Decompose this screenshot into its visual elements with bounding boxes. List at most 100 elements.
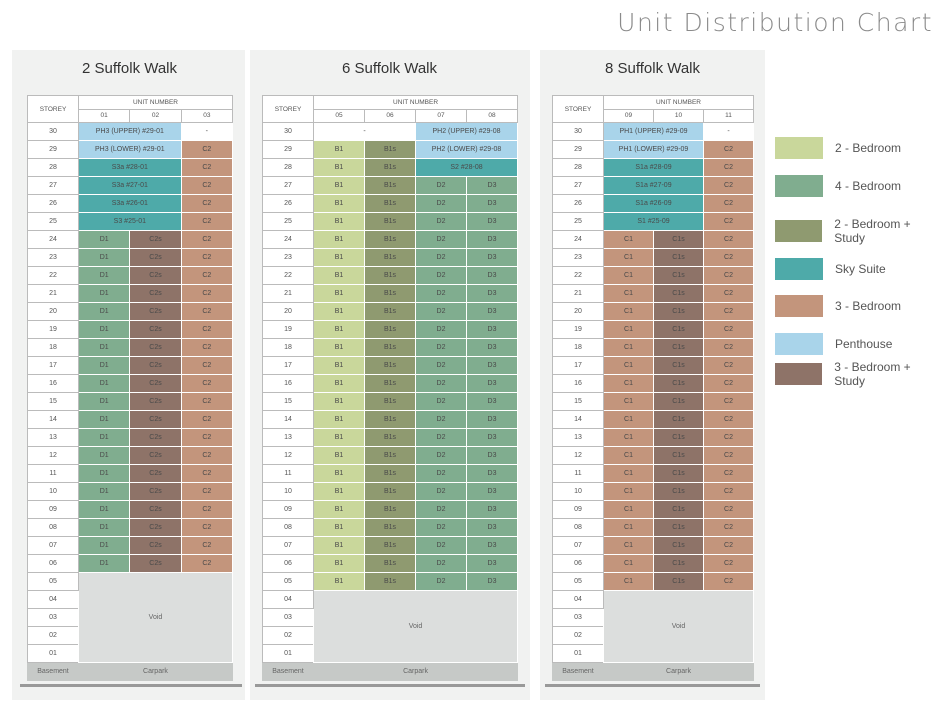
storey-label: 14 bbox=[262, 410, 314, 429]
unit-cell-b4: D2 bbox=[415, 554, 467, 573]
legend-swatch bbox=[775, 258, 823, 280]
unit-cell-b2: B1 bbox=[313, 446, 365, 465]
unit-cell-b2: B1 bbox=[313, 176, 365, 195]
storey-header: STOREY bbox=[552, 95, 604, 123]
unit-cell-b3: C1 bbox=[603, 572, 654, 591]
unit-cell-b3s: C2s bbox=[129, 536, 182, 555]
storey-label: 14 bbox=[27, 410, 79, 429]
storey-row: 28 B1 B1s S2 #28-08 bbox=[262, 158, 519, 177]
unit-cell-b3: C1 bbox=[603, 536, 654, 555]
divider bbox=[255, 684, 525, 687]
unit-cell-b3: C2 bbox=[180, 176, 233, 195]
unit-cell-b3: C1 bbox=[603, 392, 654, 411]
unit-cell-b4: D1 bbox=[77, 392, 131, 411]
storey-label: 19 bbox=[27, 320, 79, 339]
unit-cell-b4: D2 bbox=[415, 284, 467, 303]
unit-cell-b3: C2 bbox=[180, 374, 233, 393]
unit-cell-b4: D1 bbox=[77, 482, 131, 501]
storey-row: 13 B1 B1s D2 D3 bbox=[262, 428, 519, 447]
unit-cell-b2: B1 bbox=[313, 140, 365, 159]
storey-label: 06 bbox=[262, 554, 314, 573]
unit-cell-b3s: C1s bbox=[653, 374, 704, 393]
unit-cell-b3: C2 bbox=[703, 338, 754, 357]
storey-row: 24 B1 B1s D2 D3 bbox=[262, 230, 519, 249]
legend-label: Penthouse bbox=[835, 337, 893, 351]
unit-cell-b4: D2 bbox=[415, 302, 467, 321]
storey-row: 29 PH1 (LOWER) #29-09 C2 bbox=[552, 140, 754, 159]
unit-cell-b3s: C2s bbox=[129, 428, 182, 447]
unit-cell-b4: D3 bbox=[465, 230, 519, 249]
storey-label: 28 bbox=[262, 158, 314, 177]
unit-cell-b3: C2 bbox=[703, 464, 754, 483]
legend-swatch bbox=[775, 363, 823, 385]
storey-label: 20 bbox=[262, 302, 314, 321]
unit-cell-b4: D2 bbox=[415, 446, 467, 465]
unit-cell-b4: D3 bbox=[465, 266, 519, 285]
storey-label: 05 bbox=[552, 572, 604, 591]
unit-cell-b4: D2 bbox=[415, 536, 467, 555]
legend-item: Sky Suite bbox=[775, 257, 886, 281]
storey-row: 12 C1 C1s C2 bbox=[552, 446, 754, 465]
unit-cell-b2s: B1s bbox=[364, 266, 416, 285]
unit-cell-b4: D2 bbox=[415, 338, 467, 357]
storey-label: 01 bbox=[262, 644, 314, 663]
building-title: 6 Suffolk Walk bbox=[341, 60, 438, 77]
storey-label: 22 bbox=[262, 266, 314, 285]
legend-item: 3 - Bedroom bbox=[775, 294, 901, 318]
unit-cell-b3s: C1s bbox=[653, 392, 704, 411]
storey-label: 06 bbox=[552, 554, 604, 573]
unit-cell-b2: B1 bbox=[313, 230, 365, 249]
unit-cell-b3: C1 bbox=[603, 338, 654, 357]
unit-cell-b3: C1 bbox=[603, 410, 654, 429]
storey-row: 14 C1 C1s C2 bbox=[552, 410, 754, 429]
unit-number: 03 bbox=[180, 108, 233, 123]
storey-row: 18 D1 C2s C2 bbox=[27, 338, 233, 357]
unit-cell-sky: S3a #27-01 bbox=[78, 176, 182, 195]
unit-cell-b3: C2 bbox=[180, 230, 233, 249]
unit-cell-b2: B1 bbox=[313, 212, 365, 231]
unit-cell-b2: B1 bbox=[313, 482, 365, 501]
unit-cell-b4: D1 bbox=[77, 320, 131, 339]
storey-label: 08 bbox=[552, 518, 604, 537]
storey-label: 15 bbox=[552, 392, 604, 411]
storey-row: 20 B1 B1s D2 D3 bbox=[262, 302, 519, 321]
storey-label: 28 bbox=[552, 158, 604, 177]
storey-row: 28 S3a #28-01 C2 bbox=[27, 158, 233, 177]
unit-cell-b4: D2 bbox=[415, 194, 467, 213]
unit-cell-b2: B1 bbox=[313, 356, 365, 375]
unit-cell-b3: C1 bbox=[603, 554, 654, 573]
unit-cell-ph: PH1 (LOWER) #29-09 bbox=[603, 140, 704, 159]
unit-cell-b3s: C1s bbox=[653, 572, 704, 591]
unit-cell-b2s: B1s bbox=[364, 392, 416, 411]
unit-cell-b3s: C2s bbox=[129, 554, 182, 573]
unit-cell-b3s: C1s bbox=[653, 428, 704, 447]
storey-header: STOREY bbox=[262, 95, 314, 123]
unit-cell-b3: C2 bbox=[703, 428, 754, 447]
storey-label: 03 bbox=[262, 608, 314, 627]
carpark-area: Carpark bbox=[78, 662, 233, 681]
unit-cell-b4: D3 bbox=[465, 374, 519, 393]
storey-row: 24 C1 C1s C2 bbox=[552, 230, 754, 249]
unit-cell-b4: D3 bbox=[465, 248, 519, 267]
storey-label: 14 bbox=[552, 410, 604, 429]
storey-label: 15 bbox=[27, 392, 79, 411]
storey-header: STOREY bbox=[27, 95, 79, 123]
storey-label: 02 bbox=[262, 626, 314, 645]
unit-cell-b2s: B1s bbox=[364, 374, 416, 393]
unit-cell-b3: C2 bbox=[180, 554, 233, 573]
legend-item: 2 - Bedroom + Study bbox=[775, 217, 943, 245]
unit-cell-b3: C2 bbox=[180, 536, 233, 555]
storey-row: 30 PH1 (UPPER) #29-09- bbox=[552, 122, 754, 141]
storey-row: 27 S3a #27-01 C2 bbox=[27, 176, 233, 195]
unit-cell-b2s: B1s bbox=[364, 536, 416, 555]
unit-cell-b3s: C2s bbox=[129, 500, 182, 519]
unit-cell-b2s: B1s bbox=[364, 338, 416, 357]
storey-label: 21 bbox=[552, 284, 604, 303]
unit-cell-b4: D1 bbox=[77, 302, 131, 321]
unit-cell-b4: D3 bbox=[465, 572, 519, 591]
unit-cell-sky: S1a #28-09 bbox=[603, 158, 704, 177]
unit-cell-b3s: C2s bbox=[129, 410, 182, 429]
unit-cell-ph: PH1 (UPPER) #29-09 bbox=[603, 122, 704, 141]
unit-cell-b3s: C2s bbox=[129, 338, 182, 357]
unit-cell-b4: D1 bbox=[77, 356, 131, 375]
